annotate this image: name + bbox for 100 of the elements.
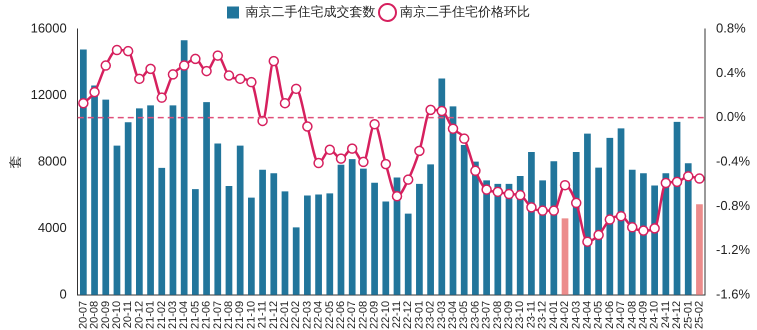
bar [427, 164, 434, 295]
bar [270, 173, 278, 295]
x-tick-label: 24-08 [626, 300, 638, 330]
x-tick-label: 23-03 [436, 300, 448, 330]
point [582, 236, 593, 247]
bar [248, 198, 255, 295]
x-tick-label: 23-08 [492, 300, 504, 330]
point [448, 123, 458, 134]
point [290, 84, 302, 94]
bar [371, 182, 378, 295]
y2-tick-label: -0.8% [716, 198, 750, 213]
bar [404, 214, 412, 295]
point [638, 225, 649, 236]
point [358, 156, 369, 168]
x-tick-label: 23-06 [469, 300, 482, 330]
point [649, 223, 660, 234]
bar [483, 180, 490, 295]
x-tick-label: 24-03 [570, 300, 582, 330]
x-tick-label: 24-06 [604, 300, 616, 330]
point [280, 98, 290, 108]
bar [214, 143, 222, 295]
x-tick-label: 23-11 [525, 300, 538, 328]
point [537, 205, 548, 216]
point [134, 74, 145, 84]
bar [696, 204, 703, 295]
bar [528, 152, 535, 295]
legend-label: 南京二手住宅价格环比 [400, 4, 530, 20]
x-tick-label: 23-02 [424, 300, 437, 330]
bar [338, 164, 344, 295]
bar [382, 201, 390, 295]
point [100, 60, 112, 71]
x-tick-label: 22-03 [301, 300, 314, 330]
x-tick-label: 22-04 [312, 300, 325, 330]
x-tick-label: 20-11 [122, 300, 134, 328]
point [604, 214, 616, 225]
x-tick-label: 22-09 [368, 300, 381, 330]
point [570, 198, 582, 208]
bar [506, 184, 512, 295]
bar [91, 85, 98, 295]
x-tick-label: 22-06 [335, 300, 348, 330]
x-tick-label: 22-01 [279, 300, 292, 330]
bar [618, 128, 624, 295]
bar [606, 138, 614, 295]
bar [203, 102, 210, 295]
point [336, 153, 346, 164]
x-tick-label: 24-07 [615, 300, 628, 330]
point [212, 50, 224, 61]
point [380, 158, 392, 170]
point [672, 176, 682, 188]
x-tick-label: 24-02 [559, 300, 572, 330]
point [694, 173, 705, 184]
point [492, 186, 504, 198]
x-tick-label: 22-02 [290, 300, 302, 330]
bar [259, 170, 266, 295]
x-tick-label: 22-08 [357, 300, 370, 330]
x-tick-label: 25-02 [693, 300, 706, 330]
x-tick-label: 24-09 [637, 300, 650, 330]
point [346, 143, 358, 154]
bar [102, 100, 110, 295]
point [224, 70, 234, 81]
x-tick-label: 23-05 [458, 300, 470, 330]
point [78, 98, 89, 108]
point [458, 133, 470, 144]
y-tick-label: 8000 [38, 154, 67, 169]
legend-label: 南京二手住宅成交套数 [246, 4, 376, 20]
y2-tick-label: -0.4% [716, 154, 750, 169]
x-tick-label: 21-01 [144, 300, 157, 330]
x-tick-label: 23-10 [514, 300, 526, 330]
point [112, 44, 122, 56]
x-tick-label: 20-08 [88, 300, 101, 330]
point [504, 188, 514, 200]
point [168, 69, 178, 80]
y-tick-label: 12000 [30, 87, 67, 102]
x-tick-label: 24-04 [581, 300, 594, 330]
x-tick-label: 24-01 [548, 300, 560, 330]
y-tick-label: 0 [60, 286, 67, 302]
point [201, 66, 212, 76]
bar [136, 108, 143, 295]
point [156, 92, 168, 103]
point [402, 174, 414, 185]
bar [180, 40, 188, 295]
y2-tick-label: -1.6% [716, 286, 750, 302]
point [122, 46, 134, 56]
x-tick-label: 20-09 [100, 300, 112, 330]
bar [114, 146, 120, 295]
x-tick-label: 21-09 [234, 300, 246, 330]
x-tick-label: 21-07 [212, 300, 224, 330]
bar [460, 144, 468, 295]
x-tick-label: 21-03 [166, 300, 179, 330]
y2-tick-label: 0.0% [716, 109, 746, 124]
bar [292, 227, 300, 295]
x-tick-label: 22-07 [346, 300, 358, 330]
x-tick-label: 21-12 [268, 300, 280, 330]
point [616, 210, 626, 222]
y-axis-title: 套 [7, 155, 22, 168]
point [89, 86, 100, 98]
point [626, 222, 638, 233]
bar [236, 146, 244, 295]
bar [147, 105, 154, 295]
bar [450, 106, 456, 295]
